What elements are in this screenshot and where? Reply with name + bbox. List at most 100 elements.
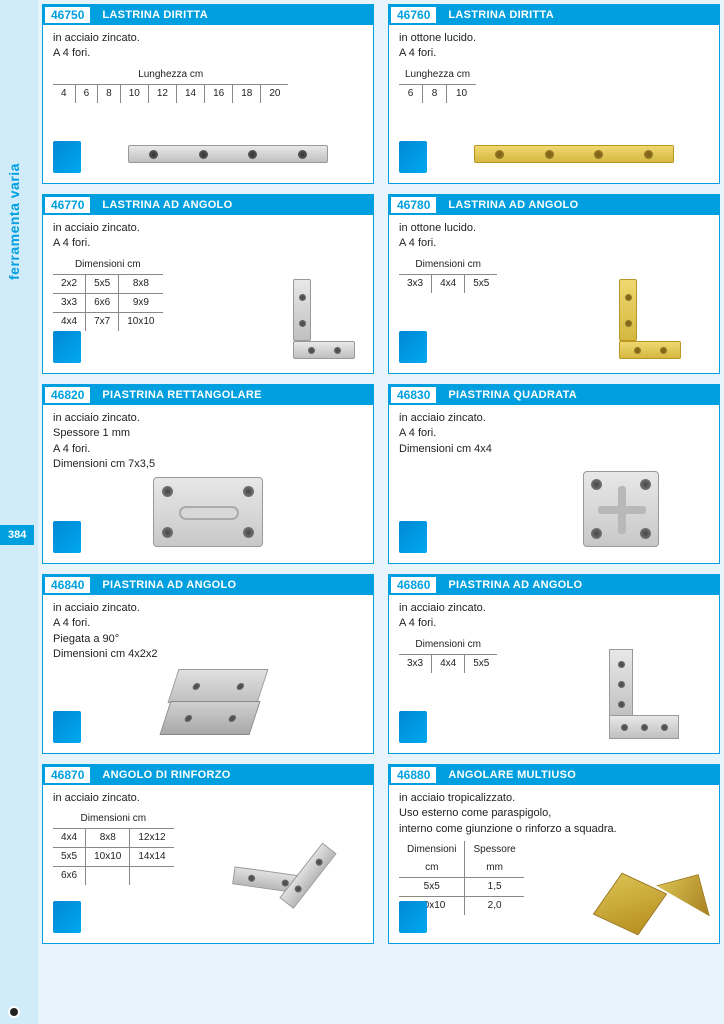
table-header: Dimensioni cm <box>53 810 174 829</box>
spec-table: Lunghezza cm468101214161820 <box>53 66 288 103</box>
desc-line: in acciaio zincato. <box>399 601 709 616</box>
table-cell: 10 <box>447 84 476 103</box>
table-cell: 20 <box>261 84 289 103</box>
desc-line: in ottone lucido. <box>399 221 709 236</box>
product-card: 46760 LASTRINA DIRITTA in ottone lucido.… <box>388 4 720 184</box>
card-body: in acciaio zincato.A 4 fori. Dimensioni c… <box>389 595 719 677</box>
card-header: 46780 LASTRINA AD ANGOLO <box>389 195 719 215</box>
desc-line: Piegata a 90° <box>53 632 363 647</box>
table-cell: 7x7 <box>86 312 119 331</box>
card-header: 46820 PIASTRINA RETTANGOLARE <box>43 385 373 405</box>
table-cell: 4x4 <box>432 654 465 673</box>
card-header: 46760 LASTRINA DIRITTA <box>389 5 719 25</box>
product-image <box>583 471 659 547</box>
content-area: 46750 LASTRINA DIRITTA in acciaio zincat… <box>42 4 720 1020</box>
thumbnail-icon <box>399 901 427 933</box>
desc-line: in acciaio zincato. <box>399 411 709 426</box>
card-header: 46840 PIASTRINA AD ANGOLO <box>43 575 373 595</box>
product-image <box>153 477 263 547</box>
table-cell: 5x5 <box>465 274 498 293</box>
desc-line: Spessore 1 mm <box>53 426 363 441</box>
product-card: 46840 PIASTRINA AD ANGOLO in acciaio zin… <box>42 574 374 754</box>
product-image <box>605 879 705 929</box>
product-code: 46840 <box>43 575 92 595</box>
product-title: LASTRINA DIRITTA <box>92 5 373 25</box>
card-header: 46830 PIASTRINA QUADRATA <box>389 385 719 405</box>
product-card: 46820 PIASTRINA RETTANGOLARE in acciaio … <box>42 384 374 564</box>
desc-line: in ottone lucido. <box>399 31 709 46</box>
desc-line: Dimensioni cm 4x4 <box>399 442 709 457</box>
table-cell: 8 <box>98 84 121 103</box>
product-title: ANGOLARE MULTIUSO <box>438 765 719 785</box>
card-header: 46870 ANGOLO DI RINFORZO <box>43 765 373 785</box>
desc-line: A 4 fori. <box>399 46 709 61</box>
product-code: 46750 <box>43 5 92 25</box>
product-title: ANGOLO DI RINFORZO <box>92 765 373 785</box>
spec-table: Dimensioni cm4x48x812x125x510x1014x146x6 <box>53 810 174 885</box>
product-code: 46860 <box>389 575 438 595</box>
card-header: 46750 LASTRINA DIRITTA <box>43 5 373 25</box>
product-image <box>128 145 328 163</box>
table-cell: 4x4 <box>53 829 86 848</box>
card-body: in acciaio zincato.A 4 fori. Lunghezza cm… <box>43 25 373 107</box>
table-cell: 6x6 <box>86 293 119 312</box>
desc-line: in acciaio tropicalizzato. <box>399 791 709 806</box>
table-cell: 10 <box>120 84 148 103</box>
card-body: in acciaio zincato.Spessore 1 mmA 4 fori… <box>43 405 373 477</box>
table-cell: 18 <box>233 84 261 103</box>
card-body: in ottone lucido.A 4 fori.Dimensioni cm3… <box>389 215 719 297</box>
table-header: Lunghezza cm <box>53 66 288 85</box>
table-cell: 10x10 <box>119 312 163 331</box>
product-image <box>216 828 340 929</box>
table-header: Dimensioni cm <box>399 636 497 655</box>
product-image <box>569 649 669 739</box>
desc-line: in acciaio zincato. <box>53 791 363 806</box>
thumbnail-icon <box>53 711 81 743</box>
desc-line: A 4 fori. <box>53 616 363 631</box>
desc-line: A 4 fori. <box>399 616 709 631</box>
table-cell: 12 <box>148 84 176 103</box>
thumbnail-icon <box>53 901 81 933</box>
desc-line: interno come giunzione o rinforzo a squa… <box>399 822 709 837</box>
product-card: 46780 LASTRINA AD ANGOLO in ottone lucid… <box>388 194 720 374</box>
table-cell: 3x3 <box>399 654 432 673</box>
product-code: 46870 <box>43 765 92 785</box>
desc-line: in acciaio zincato. <box>53 601 363 616</box>
table-cell: 2x2 <box>53 274 86 293</box>
table-cell: 6x6 <box>53 867 86 886</box>
table-cell: 14 <box>176 84 204 103</box>
product-card: 46770 LASTRINA AD ANGOLO in acciaio zinc… <box>42 194 374 374</box>
card-body: in ottone lucido.A 4 fori.Lunghezza cm68… <box>389 25 719 107</box>
table-header-cell: Spessore <box>465 841 524 859</box>
thumbnail-icon <box>399 521 427 553</box>
desc-line: A 4 fori. <box>53 46 363 61</box>
table-cell: 12x12 <box>130 829 174 848</box>
product-code: 46880 <box>389 765 438 785</box>
spec-table: Dimensioni cm3x34x45x5 <box>399 256 497 293</box>
table-cell: 1,5 <box>465 878 524 897</box>
product-title: PIASTRINA AD ANGOLO <box>438 575 719 595</box>
product-image <box>163 659 273 739</box>
product-title: PIASTRINA AD ANGOLO <box>92 575 373 595</box>
product-title: LASTRINA DIRITTA <box>438 5 719 25</box>
thumbnail-icon <box>53 141 81 173</box>
table-cell: 5x5 <box>399 878 465 897</box>
product-title: PIASTRINA RETTANGOLARE <box>92 385 373 405</box>
thumbnail-icon <box>53 521 81 553</box>
product-code: 46760 <box>389 5 438 25</box>
table-cell: 8 <box>423 84 447 103</box>
table-cell: 4 <box>53 84 75 103</box>
sidebar: ferramenta varia 384 <box>0 0 38 1024</box>
desc-line: in acciaio zincato. <box>53 31 363 46</box>
thumbnail-icon <box>399 711 427 743</box>
thumbnail-icon <box>53 331 81 363</box>
product-title: PIASTRINA QUADRATA <box>438 385 719 405</box>
product-image <box>263 279 343 359</box>
desc-line: A 4 fori. <box>53 442 363 457</box>
product-image <box>474 145 674 163</box>
table-header-cell: Dimensioni <box>399 841 465 859</box>
table-header: Dimensioni cm <box>53 256 163 275</box>
card-header: 46770 LASTRINA AD ANGOLO <box>43 195 373 215</box>
desc-line: in acciaio zincato. <box>53 221 363 236</box>
card-header: 46880 ANGOLARE MULTIUSO <box>389 765 719 785</box>
